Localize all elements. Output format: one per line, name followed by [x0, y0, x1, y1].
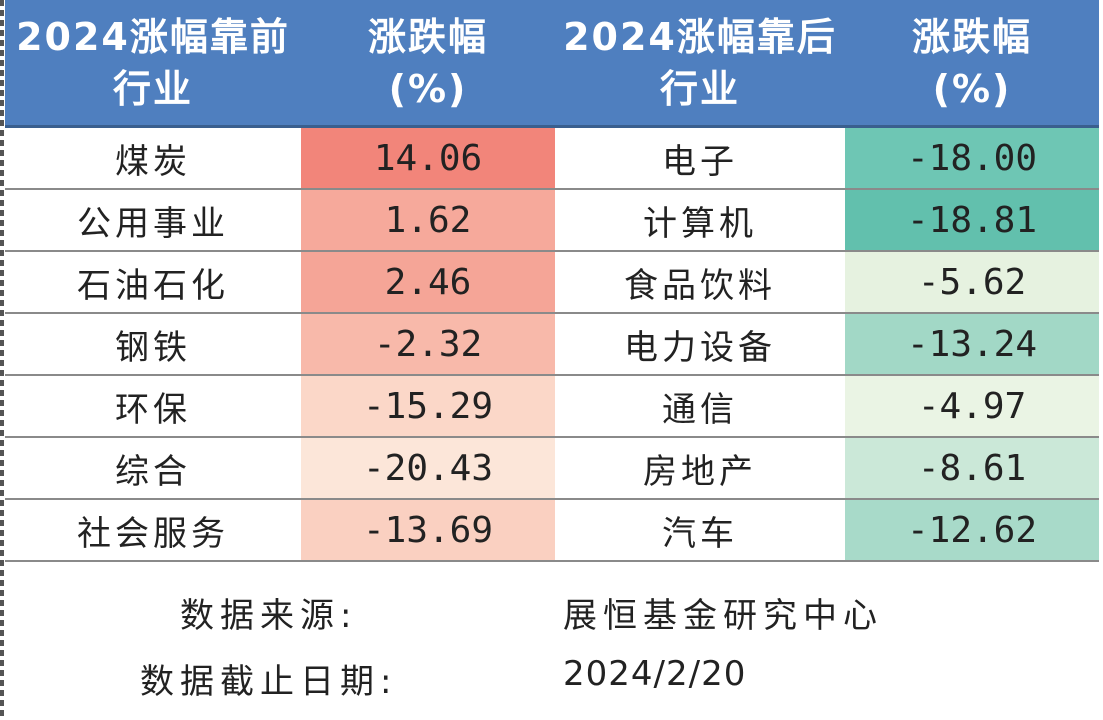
- top-change-cell: -2.32: [301, 314, 555, 374]
- table-row: 环保 -15.29 通信 -4.97: [5, 376, 1099, 438]
- header-top-industry-line1: 2024涨幅靠前: [16, 14, 290, 59]
- table-row: 石油石化 2.46 食品饮料 -5.62: [5, 252, 1099, 314]
- header-bottom-change-line1: 涨跌幅: [911, 14, 1032, 59]
- top-industry-cell: 煤炭: [115, 141, 191, 182]
- bottom-industry-cell: 电子: [662, 141, 738, 182]
- bottom-industry-cell: 食品饮料: [624, 265, 776, 306]
- header-top-industry: 2024涨幅靠前 行业: [5, 0, 301, 125]
- header-top-industry-line2: 行业: [112, 66, 193, 111]
- header-top-change: 涨跌幅 (%): [301, 0, 555, 125]
- top-change-cell: 14.06: [301, 128, 555, 188]
- date-label: 数据截止日期:: [140, 662, 398, 702]
- left-dashed-border: [0, 0, 4, 720]
- bottom-industry-cell: 通信: [662, 389, 738, 430]
- bottom-change-cell: -18.81: [845, 190, 1099, 250]
- top-change-cell: 2.46: [301, 252, 555, 312]
- table-footer: 数据来源: 展恒基金研究中心 数据截止日期: 2024/2/20: [5, 574, 1099, 720]
- table-row: 煤炭 14.06 电子 -18.00: [5, 128, 1099, 190]
- table-row: 钢铁 -2.32 电力设备 -13.24: [5, 314, 1099, 376]
- bottom-industry-cell: 房地产: [643, 451, 757, 492]
- date-value: 2024/2/20: [563, 654, 747, 694]
- bottom-change-cell: -8.61: [845, 438, 1099, 498]
- header-bottom-industry-line1: 2024涨幅靠后: [563, 14, 837, 59]
- bottom-change-cell: -4.97: [845, 376, 1099, 436]
- top-industry-cell: 石油石化: [77, 265, 229, 306]
- top-industry-cell: 公用事业: [77, 203, 229, 244]
- top-change-cell: -15.29: [301, 376, 555, 436]
- header-top-change-line1: 涨跌幅: [367, 14, 488, 59]
- header-bottom-change: 涨跌幅 (%): [845, 0, 1099, 125]
- top-change-cell: 1.62: [301, 190, 555, 250]
- source-value: 展恒基金研究中心: [563, 596, 883, 636]
- header-bottom-industry-line2: 行业: [659, 66, 740, 111]
- source-label: 数据来源:: [180, 596, 358, 636]
- bottom-change-cell: -5.62: [845, 252, 1099, 312]
- top-industry-cell: 环保: [115, 389, 191, 430]
- top-change-cell: -13.69: [301, 500, 555, 560]
- bottom-industry-cell: 汽车: [662, 513, 738, 554]
- top-industry-cell: 钢铁: [115, 327, 191, 368]
- table-header: 2024涨幅靠前 行业 涨跌幅 (%) 2024涨幅靠后 行业 涨跌幅 (%): [5, 0, 1099, 128]
- top-industry-cell: 综合: [115, 451, 191, 492]
- table-body: 煤炭 14.06 电子 -18.00 公用事业 1.62 计算机 -18.81 …: [5, 128, 1099, 562]
- top-industry-cell: 社会服务: [77, 513, 229, 554]
- bottom-change-cell: -12.62: [845, 500, 1099, 560]
- table-row: 公用事业 1.62 计算机 -18.81: [5, 190, 1099, 252]
- table-row: 社会服务 -13.69 汽车 -12.62: [5, 500, 1099, 562]
- bottom-industry-cell: 计算机: [643, 203, 757, 244]
- bottom-change-cell: -13.24: [845, 314, 1099, 374]
- bottom-industry-cell: 电力设备: [624, 327, 776, 368]
- top-change-cell: -20.43: [301, 438, 555, 498]
- header-bottom-change-line2: (%): [932, 66, 1012, 111]
- table-row: 综合 -20.43 房地产 -8.61: [5, 438, 1099, 500]
- header-top-change-line2: (%): [388, 66, 468, 111]
- header-bottom-industry: 2024涨幅靠后 行业: [555, 0, 845, 125]
- bottom-change-cell: -18.00: [845, 128, 1099, 188]
